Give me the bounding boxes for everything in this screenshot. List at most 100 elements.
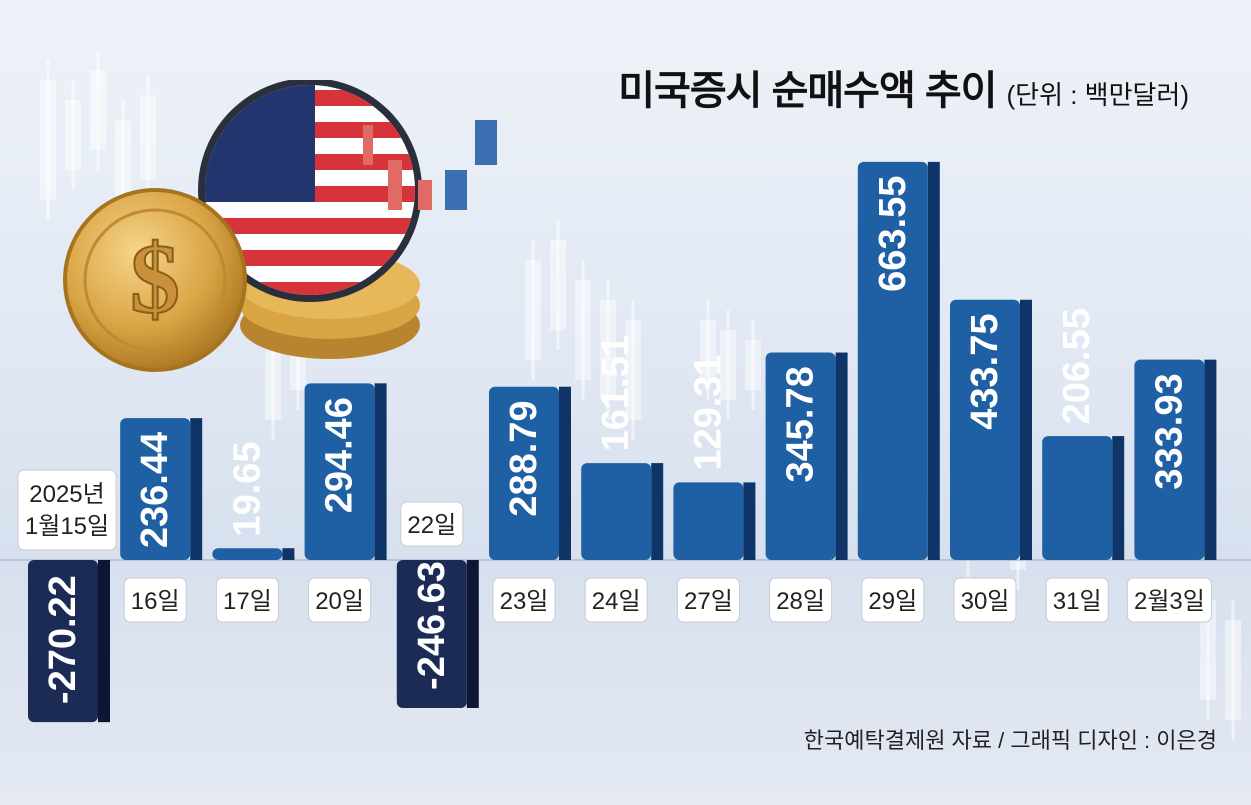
bar-group: 206.55 31일: [1042, 308, 1125, 623]
bar-value-label: 129.31: [687, 354, 729, 470]
category-label: 28일: [769, 577, 833, 623]
bar: [765, 352, 836, 560]
bar: [212, 548, 283, 560]
bar-group: 19.65 17일: [212, 441, 295, 623]
bar-side: [651, 463, 664, 560]
bar-group: 294.46 20일: [304, 383, 387, 623]
coin-flag-illustration: $: [63, 80, 497, 372]
category-label: 17일: [215, 577, 279, 623]
bar-value-label: 161.51: [595, 335, 637, 451]
bar-side: [835, 352, 848, 560]
category-text: 20일: [315, 588, 364, 615]
category-text: 22일: [407, 512, 456, 539]
category-label: 2월3일: [1126, 577, 1212, 623]
category-text: 30일: [961, 588, 1010, 615]
svg-text:$: $: [130, 223, 180, 334]
category-label: 2025년 1월15일: [17, 469, 117, 551]
category-box: [1045, 577, 1109, 623]
bg-candle-body: [550, 240, 566, 330]
bg-candle-body: [575, 280, 591, 380]
category-label: 27일: [676, 577, 740, 623]
category-label: 20일: [308, 577, 372, 623]
chart-title: 미국증시 순매수액 추이: [618, 69, 997, 113]
category-box: [123, 577, 187, 623]
bar: [120, 418, 191, 560]
bar-side: [1204, 359, 1217, 560]
bar: [1042, 436, 1113, 560]
bar-value-label: 288.79: [503, 400, 545, 516]
bar-group: -246.63 22일: [396, 501, 479, 708]
category-text: 2월3일: [1134, 588, 1205, 615]
bar-value-label: 294.46: [319, 397, 361, 513]
category-box: [676, 577, 740, 623]
category-box: [492, 577, 556, 623]
bar: [1134, 359, 1205, 560]
bar-side: [743, 482, 756, 560]
bar-side: [190, 418, 203, 560]
bg-candle-body: [65, 100, 81, 170]
bg-candle-body: [525, 260, 541, 360]
bar-group: 236.44 16일: [120, 418, 203, 623]
bar-side: [374, 383, 387, 560]
bar-side: [927, 161, 940, 560]
bg-candle-body: [90, 70, 106, 150]
bar: [857, 161, 928, 560]
bar-group: 663.55 29일: [857, 161, 940, 623]
source-credit: 한국예탁결제원 자료 / 그래픽 디자인 : 이은경: [803, 728, 1217, 753]
bar-value-label: 345.78: [780, 366, 822, 482]
bar-side: [559, 386, 571, 560]
bar-value-label: 206.55: [1056, 308, 1098, 424]
category-label: 16일: [123, 577, 187, 623]
bg-candle-body: [720, 330, 736, 400]
bar: [950, 299, 1020, 560]
category-text: 31일: [1053, 588, 1102, 615]
bar: [581, 463, 652, 560]
bar: [489, 386, 559, 560]
category-text-line: 1월15일: [25, 513, 109, 540]
bg-candle-body: [140, 95, 156, 180]
category-box: [861, 577, 925, 623]
bg-candle-body: [265, 330, 281, 420]
bar-value-label: 433.75: [964, 313, 1006, 429]
category-box: [769, 577, 833, 623]
category-box: [17, 469, 117, 551]
bar-side: [282, 548, 295, 560]
category-text: 29일: [868, 588, 917, 615]
category-text: 24일: [592, 588, 641, 615]
unit-label: (단위 : 백만달러): [1006, 80, 1189, 110]
bg-candle-body: [1225, 620, 1241, 720]
category-label: 30일: [953, 577, 1017, 623]
category-label: 23일: [492, 577, 556, 623]
category-text: 27일: [684, 588, 733, 615]
bar-value-label: -246.63: [411, 561, 453, 690]
bar-value-label: -270.22: [42, 575, 84, 704]
bar: [673, 482, 744, 560]
bar: [28, 560, 98, 723]
bar-group: 333.93 2월3일: [1126, 359, 1217, 623]
category-box: [584, 577, 648, 623]
category-box: [308, 577, 372, 623]
bg-candle-body: [40, 80, 56, 200]
bg-candle-body: [625, 320, 641, 420]
category-box: [1126, 577, 1212, 623]
bar-value-label: 333.93: [1148, 373, 1190, 489]
category-label: 24일: [584, 577, 648, 623]
category-text: 23일: [500, 588, 549, 615]
bar-value-label: 19.65: [226, 441, 268, 536]
bar: [396, 560, 467, 708]
category-text-line: 2025년: [29, 481, 104, 508]
category-box: [215, 577, 279, 623]
bar-side: [98, 560, 110, 723]
category-box: [953, 577, 1017, 623]
bar-group: 129.31 27일: [673, 354, 756, 623]
category-box: [400, 501, 464, 547]
bar-side: [466, 560, 479, 708]
category-text: 28일: [776, 588, 825, 615]
bar-value-label: 236.44: [134, 432, 176, 548]
bg-candle-body: [745, 340, 761, 390]
bar-group: -270.22 2025년 1월15일: [17, 469, 117, 723]
bar-group: 288.79 23일: [489, 386, 571, 623]
bar-side: [1020, 299, 1032, 560]
